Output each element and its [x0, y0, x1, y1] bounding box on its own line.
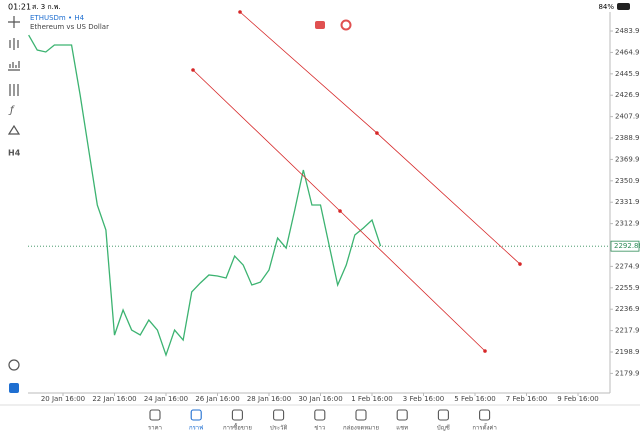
nav-label[interactable]: กล่องจดหมาย: [343, 425, 379, 432]
y-tick-label: 2445.90: [615, 70, 640, 78]
time: 01:21: [8, 3, 31, 12]
trade-button[interactable]: [315, 21, 325, 29]
nav-icon[interactable]: [437, 409, 449, 421]
nav-label[interactable]: แชท: [396, 425, 408, 432]
y-tick-label: 2350.90: [615, 177, 640, 185]
x-tick-label: 9 Feb 16:00: [557, 395, 598, 403]
crosshair-tool[interactable]: [8, 16, 20, 28]
trendline-point[interactable]: [238, 10, 242, 14]
y-tick-label: 2274.90: [615, 262, 640, 270]
trendline: [239, 11, 521, 265]
y-tick-label: 2179.90: [615, 369, 640, 377]
settings-tool[interactable]: [9, 84, 19, 96]
trendline-point[interactable]: [483, 349, 487, 353]
y-tick-label: 2483.90: [615, 27, 640, 35]
chart-type-tool[interactable]: [9, 38, 19, 50]
function-tool[interactable]: ƒ: [8, 105, 15, 116]
nav-icon[interactable]: [273, 409, 285, 421]
nav-label[interactable]: การซื้อขาย: [223, 422, 252, 432]
nav-icon[interactable]: [190, 409, 202, 421]
nav-icon[interactable]: [314, 409, 326, 421]
depth-button[interactable]: [340, 19, 352, 31]
y-tick-label: 2388.90: [615, 134, 640, 142]
current-price-label: 2292.88: [614, 242, 640, 250]
objects-tool[interactable]: [7, 124, 21, 135]
nav-icon[interactable]: [149, 409, 161, 421]
x-tick-label: 7 Feb 16:00: [506, 395, 547, 403]
battery: 84%: [598, 3, 614, 11]
x-tick-label: 1 Feb 16:00: [351, 395, 392, 403]
nav-icon[interactable]: [479, 409, 491, 421]
left-toolbar: ƒ H4: [7, 16, 21, 393]
y-tick-label: 2331.90: [615, 198, 640, 206]
trendline-point[interactable]: [191, 68, 195, 72]
trendline-point[interactable]: [338, 209, 342, 213]
trendline-point[interactable]: [518, 262, 522, 266]
y-tick-label: 2407.90: [615, 113, 640, 121]
price-line: [28, 34, 382, 358]
nav-icon[interactable]: [231, 409, 243, 421]
nav-label[interactable]: การตั้งค่า: [472, 422, 496, 432]
x-tick-label: 22 Jan 16:00: [92, 395, 136, 403]
plot: 2483.90 2464.90 2445.90 2426.90 2407.90 2388.…: [28, 10, 640, 403]
nav-label[interactable]: บัญชี: [437, 424, 450, 432]
nav-label[interactable]: ราคา: [148, 425, 162, 432]
nav-label[interactable]: กราฟ: [189, 425, 203, 432]
x-tick-label: 28 Jan 16:00: [247, 395, 291, 403]
y-tick-label: 2217.90: [615, 327, 640, 335]
battery-icon: [617, 3, 630, 10]
y-tick-label: 2369.90: [615, 155, 640, 163]
x-tick-label: 3 Feb 16:00: [403, 395, 444, 403]
nav-label[interactable]: ประวัติ: [270, 425, 288, 432]
nav-icon[interactable]: [355, 409, 367, 421]
current-price-box: [610, 240, 640, 252]
bottom-nav: ราคา กราฟ การซื้อขาย ประวัติ ข่าว กล่องจดหมาย…: [148, 409, 497, 432]
nav-icon[interactable]: [396, 409, 408, 421]
x-tick-label: 26 Jan 16:00: [195, 395, 239, 403]
y-tick-label: 2464.90: [615, 48, 640, 56]
description: Ethereum vs US Dollar: [30, 23, 109, 31]
trendline-point[interactable]: [375, 131, 379, 135]
y-tick-label: 2236.90: [615, 305, 640, 313]
nav-label[interactable]: ข่าว: [314, 425, 325, 432]
indicator-tool[interactable]: [8, 61, 20, 71]
x-tick-label: 20 Jan 16:00: [41, 395, 85, 403]
y-tick-label: 2198.90: [615, 348, 640, 356]
x-tick-label: 24 Jan 16:00: [144, 395, 188, 403]
symbol[interactable]: ETHUSDm • H4: [30, 14, 85, 22]
date: ส. 3 ก.พ.: [32, 3, 61, 11]
y-tick-label: 2255.90: [615, 284, 640, 292]
x-tick-label: 5 Feb 16:00: [454, 395, 495, 403]
y-tick-label: 2312.90: [615, 220, 640, 228]
x-tick-label: 30 Jan 16:00: [298, 395, 342, 403]
timeframe[interactable]: H4: [8, 149, 21, 158]
search-tool[interactable]: [8, 359, 20, 371]
y-tick-label: 2426.90: [615, 91, 640, 99]
app-icon[interactable]: [9, 383, 19, 393]
